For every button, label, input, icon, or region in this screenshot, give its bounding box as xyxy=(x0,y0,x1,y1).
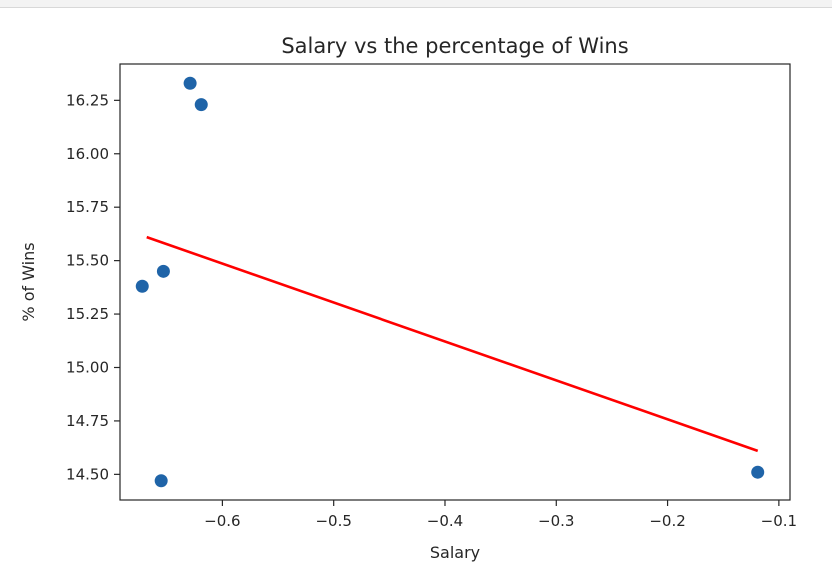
x-tick-label: −0.6 xyxy=(204,512,240,530)
plot-frame xyxy=(119,63,791,501)
y-tick-label: 15.50 xyxy=(66,252,109,270)
y-tick-label: 14.75 xyxy=(66,412,109,430)
scatter-point xyxy=(135,279,149,293)
trend-line xyxy=(146,235,759,453)
y-tick-label: 15.25 xyxy=(66,305,109,323)
plot-area: −0.6 −0.5 −0.4 −0.3 −0.2 −0.1 14.50 14.75 15.00 1… xyxy=(66,63,797,530)
scatter-point xyxy=(751,465,765,479)
y-tick-label: 15.75 xyxy=(66,198,109,216)
scatter-point xyxy=(154,474,168,488)
y-tick-label: 16.00 xyxy=(66,145,109,163)
scatter-point xyxy=(183,76,197,90)
x-tick-label: −0.4 xyxy=(427,512,463,530)
x-axis-label: Salary xyxy=(430,543,480,562)
y-tick-label: 15.00 xyxy=(66,358,109,376)
top-divider xyxy=(0,0,832,8)
y-tick-label: 16.25 xyxy=(66,91,109,109)
y-tick-label: 14.50 xyxy=(66,465,109,483)
chart-title: Salary vs the percentage of Wins xyxy=(281,34,628,58)
x-tick-label: −0.5 xyxy=(315,512,351,530)
scatter-point xyxy=(156,264,170,278)
x-tick-label: −0.2 xyxy=(649,512,685,530)
x-tick-label: −0.1 xyxy=(761,512,797,530)
scatter-point xyxy=(194,98,208,112)
y-axis-label: % of Wins xyxy=(19,242,38,321)
x-tick-label: −0.3 xyxy=(538,512,574,530)
